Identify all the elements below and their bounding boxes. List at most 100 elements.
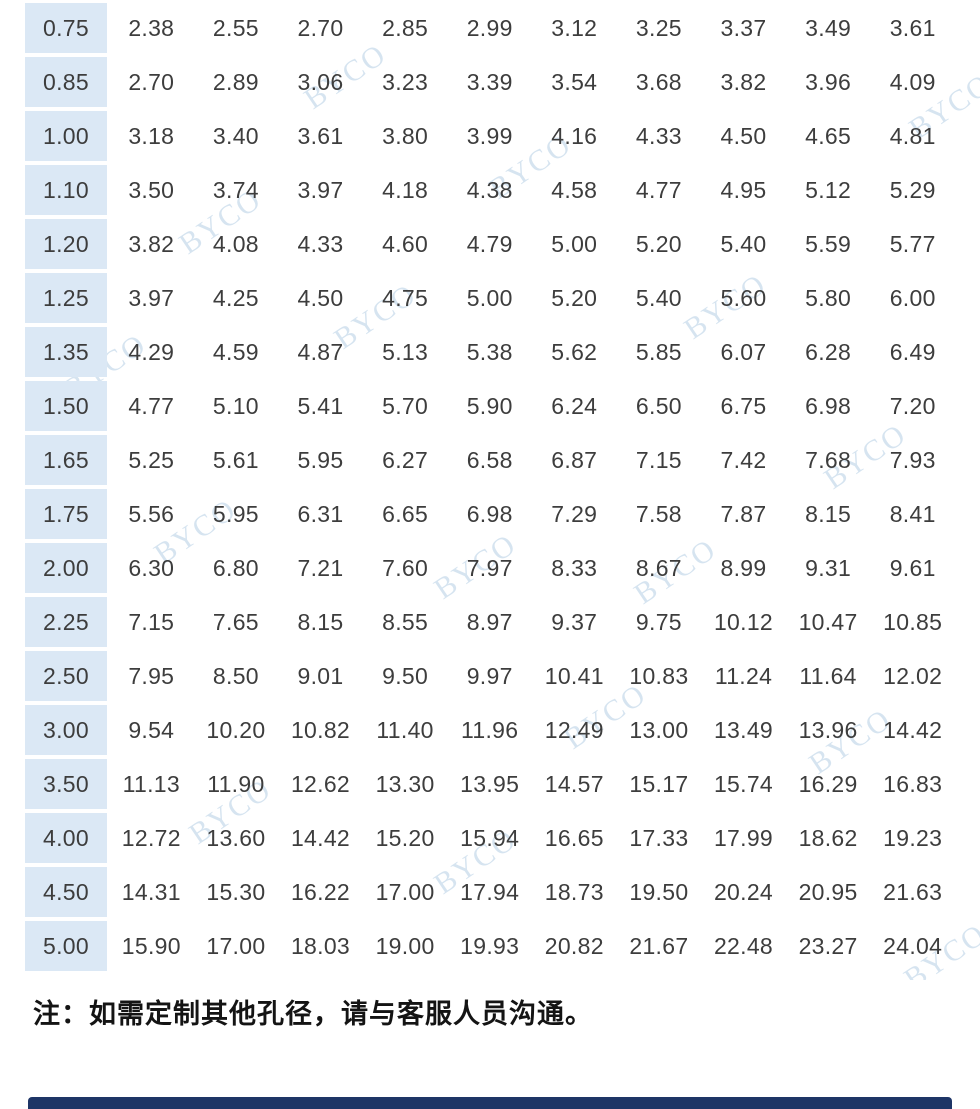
value-cell: 3.61 xyxy=(297,122,344,149)
value-cell: 4.18 xyxy=(382,176,429,203)
value-cell: 17.33 xyxy=(629,824,689,851)
value-cell: 17.99 xyxy=(713,824,774,851)
value-cell: 6.98 xyxy=(805,392,852,419)
value-cell: 3.61 xyxy=(889,14,936,41)
row-label-cell: 1.65 xyxy=(25,435,107,485)
value-cell: 5.95 xyxy=(212,500,259,527)
value-cell: 6.30 xyxy=(128,554,175,581)
value-cell: 3.49 xyxy=(805,14,852,41)
value-cell: 23.27 xyxy=(798,932,858,959)
value-cell: 8.99 xyxy=(720,554,767,581)
value-cell: 3.68 xyxy=(635,68,682,95)
value-cell: 2.38 xyxy=(128,14,175,41)
value-cell: 14.42 xyxy=(290,824,351,851)
value-cell: 5.41 xyxy=(297,392,344,419)
value-cell: 19.00 xyxy=(375,932,435,959)
value-cell: 9.54 xyxy=(128,716,175,743)
value-cell: 2.55 xyxy=(212,14,259,41)
value-cell: 4.60 xyxy=(382,230,429,257)
value-cell: 13.30 xyxy=(375,770,435,797)
value-cell: 5.20 xyxy=(635,230,682,257)
value-cell: 5.90 xyxy=(466,392,513,419)
value-cell: 2.70 xyxy=(128,68,175,95)
value-cell: 13.60 xyxy=(206,824,266,851)
value-cell: 17.00 xyxy=(206,932,266,959)
value-cell: 3.37 xyxy=(720,14,767,41)
value-cell: 4.65 xyxy=(805,122,852,149)
value-cell: 7.68 xyxy=(805,446,852,473)
value-cell: 3.39 xyxy=(466,68,513,95)
value-cell: 17.00 xyxy=(375,878,435,905)
value-cell: 20.82 xyxy=(544,932,604,959)
value-cell: 4.50 xyxy=(720,122,767,149)
value-cell: 7.15 xyxy=(128,608,175,635)
row-label-cell: 2.25 xyxy=(25,597,107,647)
value-cell: 7.97 xyxy=(466,554,513,581)
value-cell: 4.08 xyxy=(212,230,259,257)
value-cell: 4.09 xyxy=(889,68,936,95)
value-cell: 6.75 xyxy=(720,392,767,419)
value-cell: 4.87 xyxy=(297,338,344,365)
value-cell: 5.77 xyxy=(889,230,936,257)
value-cell: 10.41 xyxy=(544,662,604,689)
value-cell: 6.58 xyxy=(466,446,513,473)
value-cell: 15.17 xyxy=(629,770,689,797)
value-cell: 11.40 xyxy=(376,716,434,743)
value-cell: 5.29 xyxy=(889,176,936,203)
value-cell: 4.29 xyxy=(128,338,175,365)
value-cell: 16.83 xyxy=(883,770,943,797)
value-cell: 10.12 xyxy=(713,608,774,635)
value-cell: 3.18 xyxy=(128,122,175,149)
value-cell: 5.40 xyxy=(635,284,682,311)
value-cell: 10.47 xyxy=(798,608,858,635)
value-cell: 3.40 xyxy=(212,122,259,149)
value-cell: 4.59 xyxy=(212,338,259,365)
value-cell: 3.12 xyxy=(551,14,598,41)
value-cell: 4.16 xyxy=(551,122,598,149)
row-label-cell: 0.75 xyxy=(25,3,107,53)
value-cell: 5.13 xyxy=(382,338,429,365)
row-label-cell: 3.00 xyxy=(25,705,107,755)
value-cell: 16.22 xyxy=(290,878,351,905)
value-cell: 9.61 xyxy=(889,554,936,581)
value-cell: 4.77 xyxy=(128,392,175,419)
value-cell: 5.25 xyxy=(128,446,175,473)
value-cell: 4.50 xyxy=(297,284,344,311)
value-cell: 3.82 xyxy=(128,230,175,257)
value-cell: 22.48 xyxy=(713,932,774,959)
value-cell: 20.24 xyxy=(713,878,774,905)
value-cell: 10.85 xyxy=(883,608,943,635)
value-cell: 3.06 xyxy=(297,68,344,95)
value-cell: 6.00 xyxy=(889,284,936,311)
value-cell: 15.20 xyxy=(375,824,435,851)
value-cell: 5.38 xyxy=(466,338,513,365)
row-label-cell: 1.35 xyxy=(25,327,107,377)
value-cell: 9.97 xyxy=(466,662,513,689)
value-cell: 9.75 xyxy=(635,608,682,635)
value-cell: 3.54 xyxy=(551,68,598,95)
value-cell: 5.70 xyxy=(382,392,429,419)
value-cell: 4.81 xyxy=(889,122,936,149)
row-label-cell: 1.20 xyxy=(25,219,107,269)
value-cell: 6.28 xyxy=(805,338,852,365)
value-cell: 7.42 xyxy=(720,446,767,473)
row-label-cell: 1.25 xyxy=(25,273,107,323)
value-cell: 4.33 xyxy=(297,230,344,257)
value-cell: 8.41 xyxy=(889,500,936,527)
value-cell: 4.79 xyxy=(466,230,513,257)
value-cell: 5.95 xyxy=(297,446,344,473)
row-label-cell: 0.85 xyxy=(25,57,107,107)
value-cell: 5.00 xyxy=(551,230,598,257)
value-cell: 8.97 xyxy=(466,608,513,635)
value-cell: 11.13 xyxy=(122,770,180,797)
value-cell: 4.77 xyxy=(635,176,682,203)
value-cell: 7.21 xyxy=(297,554,344,581)
value-cell: 7.29 xyxy=(551,500,598,527)
row-label-cell: 5.00 xyxy=(25,921,107,971)
value-cell: 15.74 xyxy=(713,770,774,797)
value-cell: 14.42 xyxy=(883,716,943,743)
value-cell: 8.55 xyxy=(382,608,429,635)
value-cell: 5.61 xyxy=(212,446,259,473)
value-cell: 7.65 xyxy=(212,608,259,635)
